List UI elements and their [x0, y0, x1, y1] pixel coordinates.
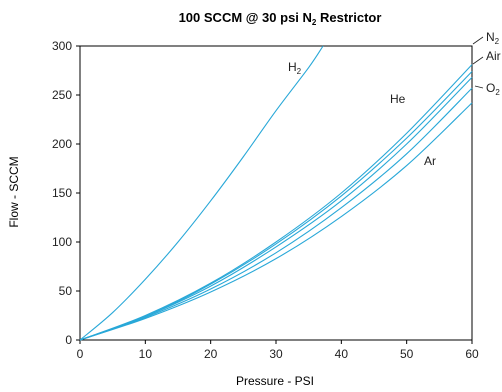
series-label-ar: Ar — [424, 154, 436, 168]
series-label-o: O2 — [486, 81, 500, 97]
y-axis-label: Flow - SCCM — [7, 156, 21, 227]
y-tick-label: 300 — [52, 39, 72, 53]
x-tick-label: 50 — [400, 347, 414, 361]
series-line-ar — [79, 102, 473, 341]
x-tick-label: 30 — [269, 347, 283, 361]
chart-title-main: 100 SCCM @ 30 psi N — [179, 10, 312, 25]
chart-title-subscript: 2 — [312, 18, 317, 27]
series-lines — [79, 45, 473, 341]
plot-frame — [79, 45, 473, 341]
series-label-n: N2 — [486, 30, 500, 46]
series-line-o — [79, 87, 473, 341]
series-label-h: H2 — [288, 60, 302, 76]
series-line-air — [79, 71, 473, 341]
x-tick-label: 10 — [139, 347, 153, 361]
y-tick-label: 200 — [52, 137, 72, 151]
chart-title-suffix: Restrictor — [316, 10, 381, 25]
x-tick-label: 40 — [335, 347, 349, 361]
series-label-air: Air — [486, 49, 501, 63]
series-label-leader — [474, 85, 484, 89]
series-label-he: He — [390, 92, 406, 106]
x-axis-label: Pressure - PSI — [236, 374, 314, 388]
axis-ticks: 0 10 20 30 40 50 60 0 50 100 150 200 250 300 — [52, 39, 479, 361]
series-label-leader — [472, 56, 484, 65]
y-tick-label: 150 — [52, 186, 72, 200]
y-tick-label: 50 — [59, 284, 73, 298]
x-tick-label: 0 — [77, 347, 84, 361]
x-tick-label: 20 — [204, 347, 218, 361]
y-tick-label: 0 — [65, 333, 72, 347]
x-tick-label: 60 — [465, 347, 479, 361]
series-line-h — [79, 45, 324, 341]
chart-title: 100 SCCM @ 30 psi N2 Restrictor — [179, 10, 382, 27]
y-tick-label: 250 — [52, 88, 72, 102]
y-tick-label: 100 — [52, 235, 72, 249]
series-line-n — [79, 64, 473, 341]
series-line-he — [79, 76, 473, 341]
series-labels: H2 N2 Air He O2 Ar — [288, 30, 501, 168]
series-label-leader — [472, 36, 484, 45]
